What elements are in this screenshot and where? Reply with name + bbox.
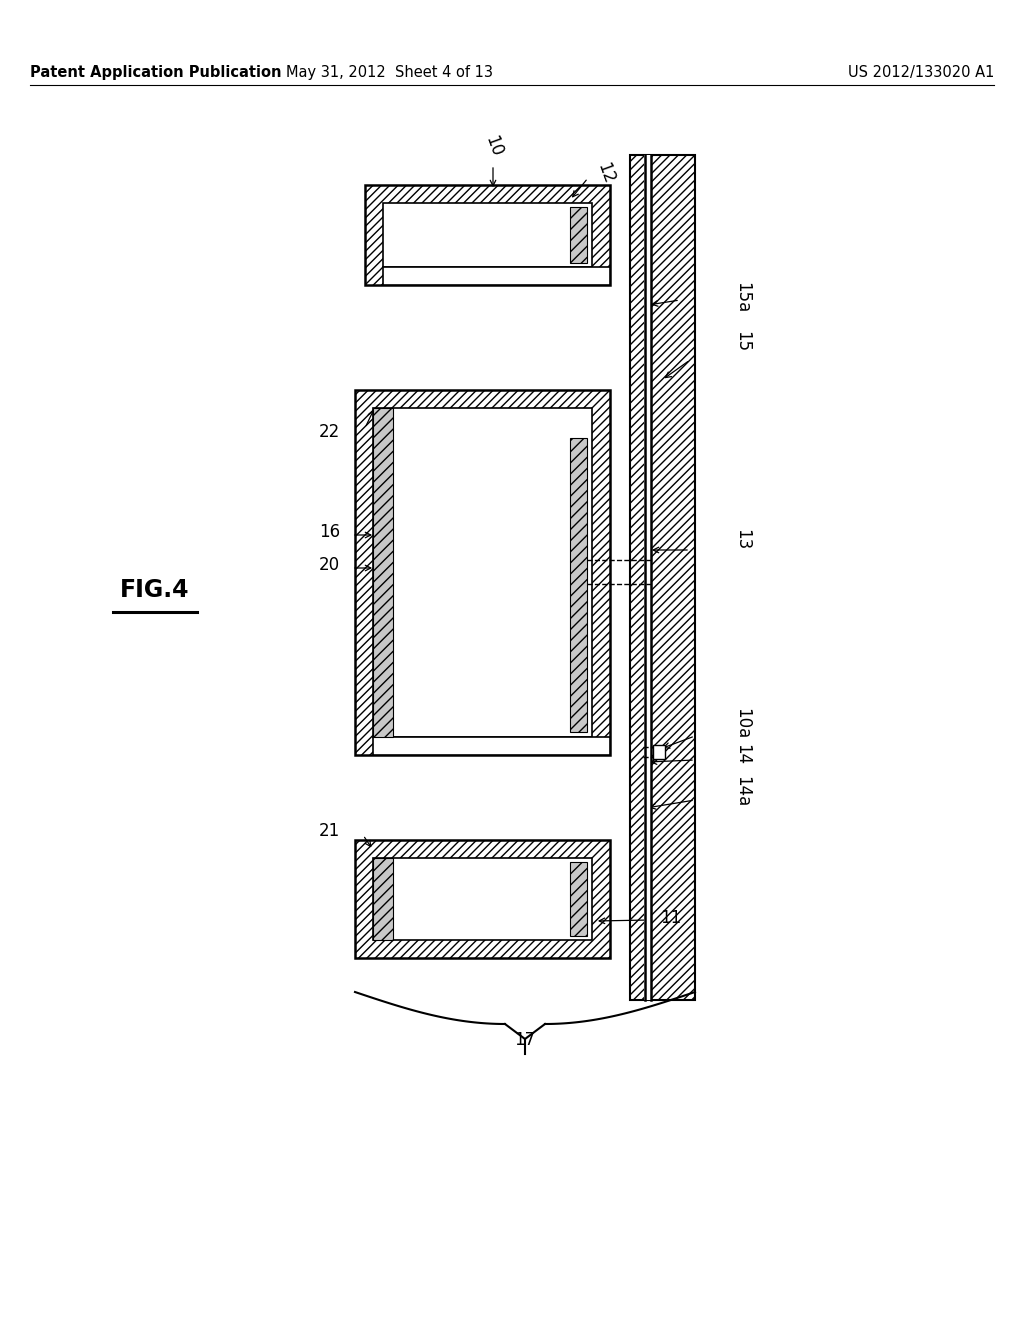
- Text: 21: 21: [318, 822, 340, 840]
- Text: 11: 11: [660, 909, 681, 927]
- Bar: [365, 185, 610, 285]
- Text: 15: 15: [733, 331, 751, 352]
- Bar: [645, 154, 651, 1001]
- Text: Patent Application Publication: Patent Application Publication: [30, 66, 282, 81]
- Bar: [644, 154, 652, 1001]
- Bar: [653, 744, 665, 759]
- Text: 10: 10: [481, 133, 505, 158]
- Text: US 2012/133020 A1: US 2012/133020 A1: [848, 66, 994, 81]
- Bar: [570, 207, 587, 263]
- Bar: [373, 858, 592, 940]
- Text: May 31, 2012  Sheet 4 of 13: May 31, 2012 Sheet 4 of 13: [287, 66, 494, 81]
- Text: 20: 20: [318, 556, 340, 574]
- Bar: [355, 840, 610, 958]
- Text: 13: 13: [733, 529, 751, 550]
- Bar: [383, 267, 610, 285]
- Text: 16: 16: [318, 523, 340, 541]
- Text: 12: 12: [593, 160, 617, 186]
- Text: 17: 17: [514, 1031, 536, 1049]
- Bar: [373, 408, 393, 737]
- Text: 14a: 14a: [733, 776, 751, 808]
- Text: 15a: 15a: [733, 282, 751, 314]
- Bar: [570, 438, 587, 733]
- Bar: [373, 408, 592, 737]
- Text: FIG.4: FIG.4: [120, 578, 189, 602]
- Text: 22: 22: [318, 422, 340, 441]
- Bar: [373, 737, 610, 755]
- Bar: [373, 858, 393, 940]
- Bar: [383, 203, 592, 267]
- Text: 14: 14: [733, 744, 751, 766]
- Bar: [630, 154, 695, 1001]
- Bar: [355, 389, 610, 755]
- Bar: [570, 862, 587, 936]
- Text: 10a: 10a: [733, 709, 751, 739]
